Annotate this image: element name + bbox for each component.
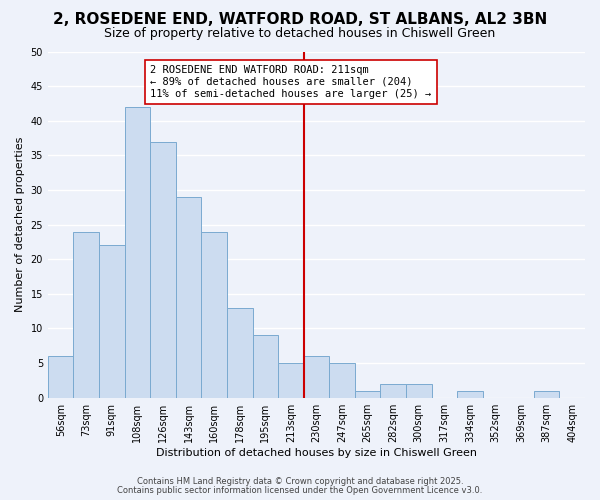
Bar <box>380 384 406 398</box>
Bar <box>150 142 176 398</box>
Text: Contains public sector information licensed under the Open Government Licence v3: Contains public sector information licen… <box>118 486 482 495</box>
Text: 2 ROSEDENE END WATFORD ROAD: 211sqm
← 89% of detached houses are smaller (204)
1: 2 ROSEDENE END WATFORD ROAD: 211sqm ← 89… <box>150 66 431 98</box>
Text: Size of property relative to detached houses in Chiswell Green: Size of property relative to detached ho… <box>104 28 496 40</box>
Bar <box>329 363 355 398</box>
Bar <box>99 246 125 398</box>
Text: 2, ROSEDENE END, WATFORD ROAD, ST ALBANS, AL2 3BN: 2, ROSEDENE END, WATFORD ROAD, ST ALBANS… <box>53 12 547 28</box>
Bar <box>406 384 431 398</box>
Bar <box>534 391 559 398</box>
Bar <box>125 107 150 398</box>
Bar <box>278 363 304 398</box>
X-axis label: Distribution of detached houses by size in Chiswell Green: Distribution of detached houses by size … <box>156 448 477 458</box>
Y-axis label: Number of detached properties: Number of detached properties <box>15 137 25 312</box>
Bar <box>457 391 482 398</box>
Text: Contains HM Land Registry data © Crown copyright and database right 2025.: Contains HM Land Registry data © Crown c… <box>137 477 463 486</box>
Bar <box>202 232 227 398</box>
Bar <box>253 336 278 398</box>
Bar <box>176 197 202 398</box>
Bar <box>73 232 99 398</box>
Bar <box>48 356 73 398</box>
Bar <box>304 356 329 398</box>
Bar <box>355 391 380 398</box>
Bar <box>227 308 253 398</box>
